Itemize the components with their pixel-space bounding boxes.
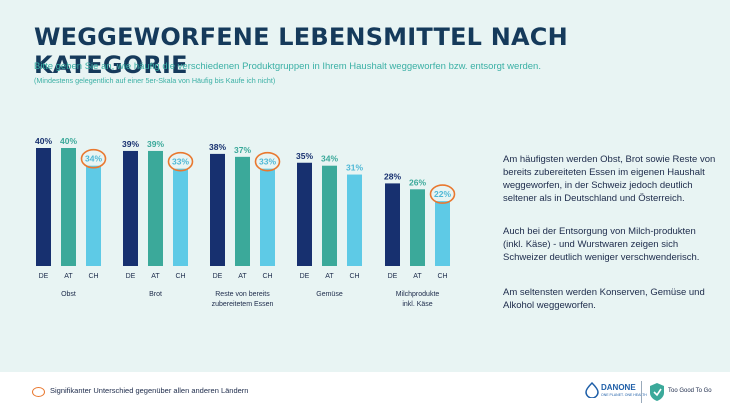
significance-marker bbox=[167, 151, 194, 172]
bar-ch bbox=[435, 201, 450, 266]
summary-paragraph-1: Am häufigsten werden Obst, Brot sowie Re… bbox=[503, 154, 716, 204]
danone-logo: DANONE bbox=[601, 383, 636, 392]
bar-de bbox=[123, 150, 138, 266]
bar-ch bbox=[173, 168, 188, 266]
too-good-to-go-logo-icon bbox=[650, 383, 664, 401]
footer-bar bbox=[0, 372, 730, 412]
bar-ch bbox=[86, 165, 101, 266]
bar-de bbox=[297, 162, 312, 266]
series-label: CH bbox=[88, 273, 98, 280]
page-title: WEGGEWORFENE LEBENSMITTEL NACH KATEGORIE bbox=[34, 23, 568, 79]
data-label: 38% bbox=[209, 142, 226, 152]
danone-logo-icon bbox=[585, 382, 599, 398]
significance-marker bbox=[254, 151, 281, 172]
bar-de bbox=[36, 148, 51, 266]
series-label: CH bbox=[262, 273, 272, 280]
summary-paragraph-3: Am seltensten werden Konserven, Gemüse u… bbox=[503, 287, 705, 311]
series-label: CH bbox=[349, 273, 359, 280]
series-label: AT bbox=[151, 273, 160, 280]
data-label: 22% bbox=[434, 189, 451, 199]
data-label: 39% bbox=[147, 139, 164, 149]
logo-divider bbox=[641, 381, 642, 403]
too-good-to-go-logo: Too Good To Go bbox=[668, 388, 712, 394]
series-label: DE bbox=[39, 273, 49, 280]
bar-ch bbox=[260, 168, 275, 266]
data-label: 34% bbox=[321, 154, 338, 164]
bar-ch bbox=[347, 174, 362, 266]
bar-at bbox=[148, 150, 163, 266]
category-label: inkl. Käse bbox=[402, 301, 432, 308]
bar-de bbox=[210, 153, 225, 266]
category-label: Brot bbox=[149, 291, 162, 298]
bar-at bbox=[410, 189, 425, 266]
series-label: CH bbox=[175, 273, 185, 280]
series-label: DE bbox=[126, 273, 136, 280]
series-label: CH bbox=[437, 273, 447, 280]
data-label: 26% bbox=[409, 177, 426, 187]
series-label: AT bbox=[413, 273, 422, 280]
significance-marker bbox=[429, 184, 456, 204]
category-label: Reste von bereits bbox=[215, 291, 270, 298]
bar-chart: 40% DE 40% AT 34% CH Obst 39% DE 39% AT 33% CH Brot 38… bbox=[35, 136, 456, 308]
data-label: 35% bbox=[296, 151, 313, 161]
data-label: 31% bbox=[346, 163, 363, 173]
series-label: DE bbox=[388, 273, 398, 280]
bar-at bbox=[322, 165, 337, 266]
data-label: 37% bbox=[234, 145, 251, 155]
category-label: Obst bbox=[61, 291, 76, 298]
series-label: DE bbox=[300, 273, 310, 280]
significance-legend: Signifikanter Unterschied gegenüber alle… bbox=[50, 386, 249, 395]
subtitle: Bitte geben Sie an, wie häufig die versc… bbox=[34, 61, 541, 72]
danone-tagline: ONE PLANET. ONE HEALTH bbox=[601, 393, 647, 397]
scale-note: (Mindestens gelegentlich auf einer 5er-S… bbox=[34, 76, 276, 85]
data-label: 39% bbox=[122, 139, 139, 149]
summary-paragraph-2: Auch bei der Entsorgung von Milch-produk… bbox=[503, 226, 700, 263]
category-label: Milchprodukte bbox=[396, 291, 440, 298]
data-label: 34% bbox=[85, 154, 102, 164]
significance-marker-icon bbox=[32, 387, 45, 397]
significance-marker bbox=[80, 148, 107, 169]
bar-at bbox=[61, 148, 76, 266]
series-label: AT bbox=[238, 273, 247, 280]
category-label: zubereitetem Essen bbox=[212, 301, 274, 308]
data-label: 33% bbox=[172, 157, 189, 167]
series-label: AT bbox=[325, 273, 334, 280]
data-label: 40% bbox=[60, 136, 77, 146]
data-label: 33% bbox=[259, 157, 276, 167]
series-label: DE bbox=[213, 273, 223, 280]
bar-at bbox=[235, 156, 250, 266]
data-label: 40% bbox=[35, 136, 52, 146]
category-label: Gemüse bbox=[316, 291, 343, 298]
data-label: 28% bbox=[384, 171, 401, 181]
series-label: AT bbox=[64, 273, 73, 280]
bar-de bbox=[385, 183, 400, 266]
